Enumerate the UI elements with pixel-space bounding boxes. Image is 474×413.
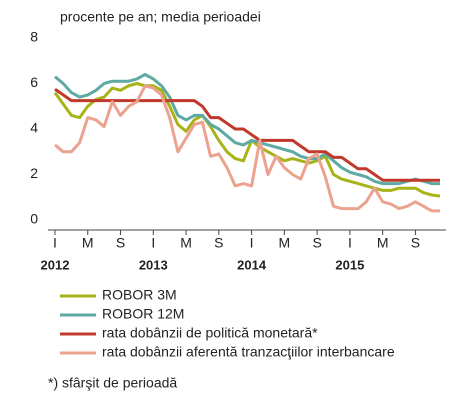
x-tick-label: S bbox=[312, 235, 321, 251]
x-tick-label: M bbox=[82, 235, 94, 251]
legend-label: ROBOR 3M bbox=[102, 287, 177, 303]
legend-label: rata dobânzii de politică monetară* bbox=[102, 325, 318, 341]
legend-label: ROBOR 12M bbox=[102, 306, 184, 322]
x-tick-label: I bbox=[250, 235, 254, 251]
series-line bbox=[54, 72, 440, 186]
footnote: *) sfârşit de perioadă bbox=[48, 375, 177, 391]
x-tick-label: I bbox=[348, 235, 352, 251]
series-line bbox=[54, 87, 440, 182]
year-label: 2015 bbox=[335, 257, 364, 272]
x-tick-label: S bbox=[214, 235, 223, 251]
x-tick-label: S bbox=[411, 235, 420, 251]
x-tick-label: M bbox=[279, 235, 291, 251]
x-tick-label: I bbox=[151, 235, 155, 251]
year-label: 2012 bbox=[41, 257, 70, 272]
x-tick-label: I bbox=[53, 235, 57, 251]
x-tick-label: M bbox=[377, 235, 389, 251]
y-tick-label: 2 bbox=[30, 165, 38, 181]
year-label: 2014 bbox=[237, 257, 267, 272]
y-tick-label: 0 bbox=[30, 211, 38, 227]
x-tick-label: S bbox=[116, 235, 125, 251]
series-line bbox=[54, 84, 440, 213]
x-tick-label: M bbox=[180, 235, 192, 251]
chart-subtitle: procente pe an; media perioadei bbox=[60, 9, 261, 25]
y-tick-label: 6 bbox=[30, 74, 38, 90]
year-label: 2013 bbox=[139, 257, 168, 272]
y-tick-label: 4 bbox=[30, 120, 38, 136]
y-tick-label: 8 bbox=[30, 29, 38, 45]
legend-label: rata dobânzii aferentă tranzacţiilor int… bbox=[102, 344, 395, 360]
